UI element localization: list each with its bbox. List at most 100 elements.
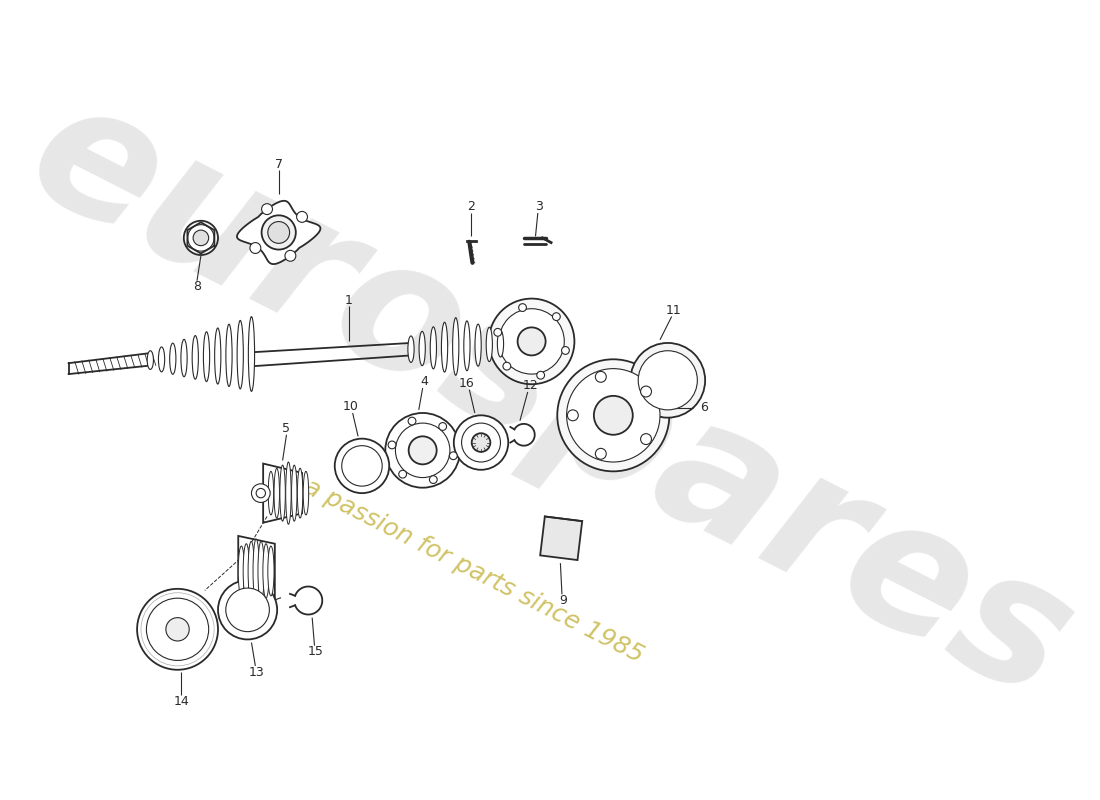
Ellipse shape bbox=[258, 542, 264, 601]
Circle shape bbox=[138, 589, 218, 670]
Ellipse shape bbox=[263, 544, 270, 598]
Text: 3: 3 bbox=[536, 200, 543, 214]
Ellipse shape bbox=[452, 318, 459, 375]
Text: 14: 14 bbox=[174, 695, 189, 708]
Circle shape bbox=[595, 448, 606, 459]
Circle shape bbox=[256, 489, 265, 498]
Circle shape bbox=[184, 221, 218, 255]
Circle shape bbox=[503, 362, 510, 370]
Ellipse shape bbox=[279, 465, 285, 521]
Text: a passion for parts since 1985: a passion for parts since 1985 bbox=[299, 474, 647, 667]
Ellipse shape bbox=[204, 332, 210, 382]
Ellipse shape bbox=[304, 471, 309, 515]
Ellipse shape bbox=[419, 331, 426, 366]
Text: 8: 8 bbox=[192, 281, 201, 294]
Text: 5: 5 bbox=[283, 422, 290, 435]
Circle shape bbox=[194, 230, 209, 246]
Circle shape bbox=[226, 588, 270, 632]
Ellipse shape bbox=[243, 544, 250, 598]
Ellipse shape bbox=[239, 546, 244, 596]
Circle shape bbox=[537, 371, 544, 379]
Ellipse shape bbox=[214, 328, 221, 384]
Ellipse shape bbox=[475, 324, 481, 366]
Ellipse shape bbox=[274, 468, 279, 518]
Circle shape bbox=[561, 346, 570, 354]
Circle shape bbox=[218, 580, 277, 639]
Ellipse shape bbox=[226, 324, 232, 386]
Text: 7: 7 bbox=[275, 158, 283, 171]
Circle shape bbox=[519, 304, 527, 311]
Text: 16: 16 bbox=[459, 377, 475, 390]
Circle shape bbox=[439, 422, 447, 430]
Ellipse shape bbox=[253, 539, 260, 603]
Text: 1: 1 bbox=[344, 294, 353, 307]
Circle shape bbox=[166, 618, 189, 641]
Ellipse shape bbox=[441, 322, 448, 372]
Ellipse shape bbox=[297, 468, 302, 518]
Circle shape bbox=[388, 441, 396, 449]
Circle shape bbox=[450, 452, 458, 460]
Circle shape bbox=[454, 415, 508, 470]
Circle shape bbox=[429, 476, 437, 483]
Circle shape bbox=[566, 369, 660, 462]
Ellipse shape bbox=[497, 330, 504, 357]
Circle shape bbox=[409, 436, 437, 464]
Circle shape bbox=[146, 598, 209, 661]
Circle shape bbox=[472, 434, 491, 452]
Circle shape bbox=[188, 225, 214, 251]
Ellipse shape bbox=[292, 465, 297, 521]
Circle shape bbox=[630, 343, 705, 418]
Ellipse shape bbox=[286, 462, 292, 524]
Circle shape bbox=[285, 250, 296, 262]
Ellipse shape bbox=[430, 327, 437, 369]
Circle shape bbox=[252, 484, 271, 502]
Ellipse shape bbox=[249, 542, 254, 601]
Ellipse shape bbox=[147, 350, 153, 370]
Circle shape bbox=[638, 350, 697, 410]
Circle shape bbox=[462, 423, 501, 462]
Circle shape bbox=[262, 204, 273, 214]
Circle shape bbox=[518, 327, 546, 355]
Polygon shape bbox=[540, 517, 582, 560]
Ellipse shape bbox=[464, 321, 470, 370]
Ellipse shape bbox=[408, 336, 414, 362]
Circle shape bbox=[552, 313, 560, 321]
Circle shape bbox=[408, 417, 416, 425]
Circle shape bbox=[558, 359, 669, 471]
Circle shape bbox=[499, 309, 564, 374]
Circle shape bbox=[640, 434, 651, 445]
Text: 6: 6 bbox=[701, 401, 708, 414]
Circle shape bbox=[334, 438, 389, 493]
Text: 9: 9 bbox=[560, 594, 568, 607]
Circle shape bbox=[262, 215, 296, 250]
Circle shape bbox=[594, 396, 632, 434]
Text: 2: 2 bbox=[468, 200, 475, 214]
Text: 10: 10 bbox=[342, 400, 359, 414]
Ellipse shape bbox=[249, 317, 254, 391]
Ellipse shape bbox=[169, 343, 176, 374]
Circle shape bbox=[595, 371, 606, 382]
Circle shape bbox=[267, 222, 289, 243]
Polygon shape bbox=[236, 201, 320, 264]
Text: 15: 15 bbox=[308, 646, 324, 658]
Polygon shape bbox=[263, 463, 302, 522]
Circle shape bbox=[399, 470, 407, 478]
Ellipse shape bbox=[268, 471, 274, 515]
Ellipse shape bbox=[267, 546, 274, 596]
Circle shape bbox=[342, 446, 382, 486]
Circle shape bbox=[297, 211, 308, 222]
Text: eurospares: eurospares bbox=[3, 62, 1099, 737]
Circle shape bbox=[385, 413, 460, 488]
Ellipse shape bbox=[238, 321, 243, 389]
Circle shape bbox=[494, 329, 502, 336]
Circle shape bbox=[250, 242, 261, 254]
Circle shape bbox=[395, 423, 450, 478]
Text: 13: 13 bbox=[249, 666, 265, 678]
Ellipse shape bbox=[192, 335, 198, 379]
Circle shape bbox=[640, 386, 651, 397]
Circle shape bbox=[488, 298, 574, 384]
Circle shape bbox=[568, 410, 579, 421]
Text: 11: 11 bbox=[667, 304, 682, 317]
Ellipse shape bbox=[180, 339, 187, 377]
Text: 4: 4 bbox=[420, 375, 428, 388]
